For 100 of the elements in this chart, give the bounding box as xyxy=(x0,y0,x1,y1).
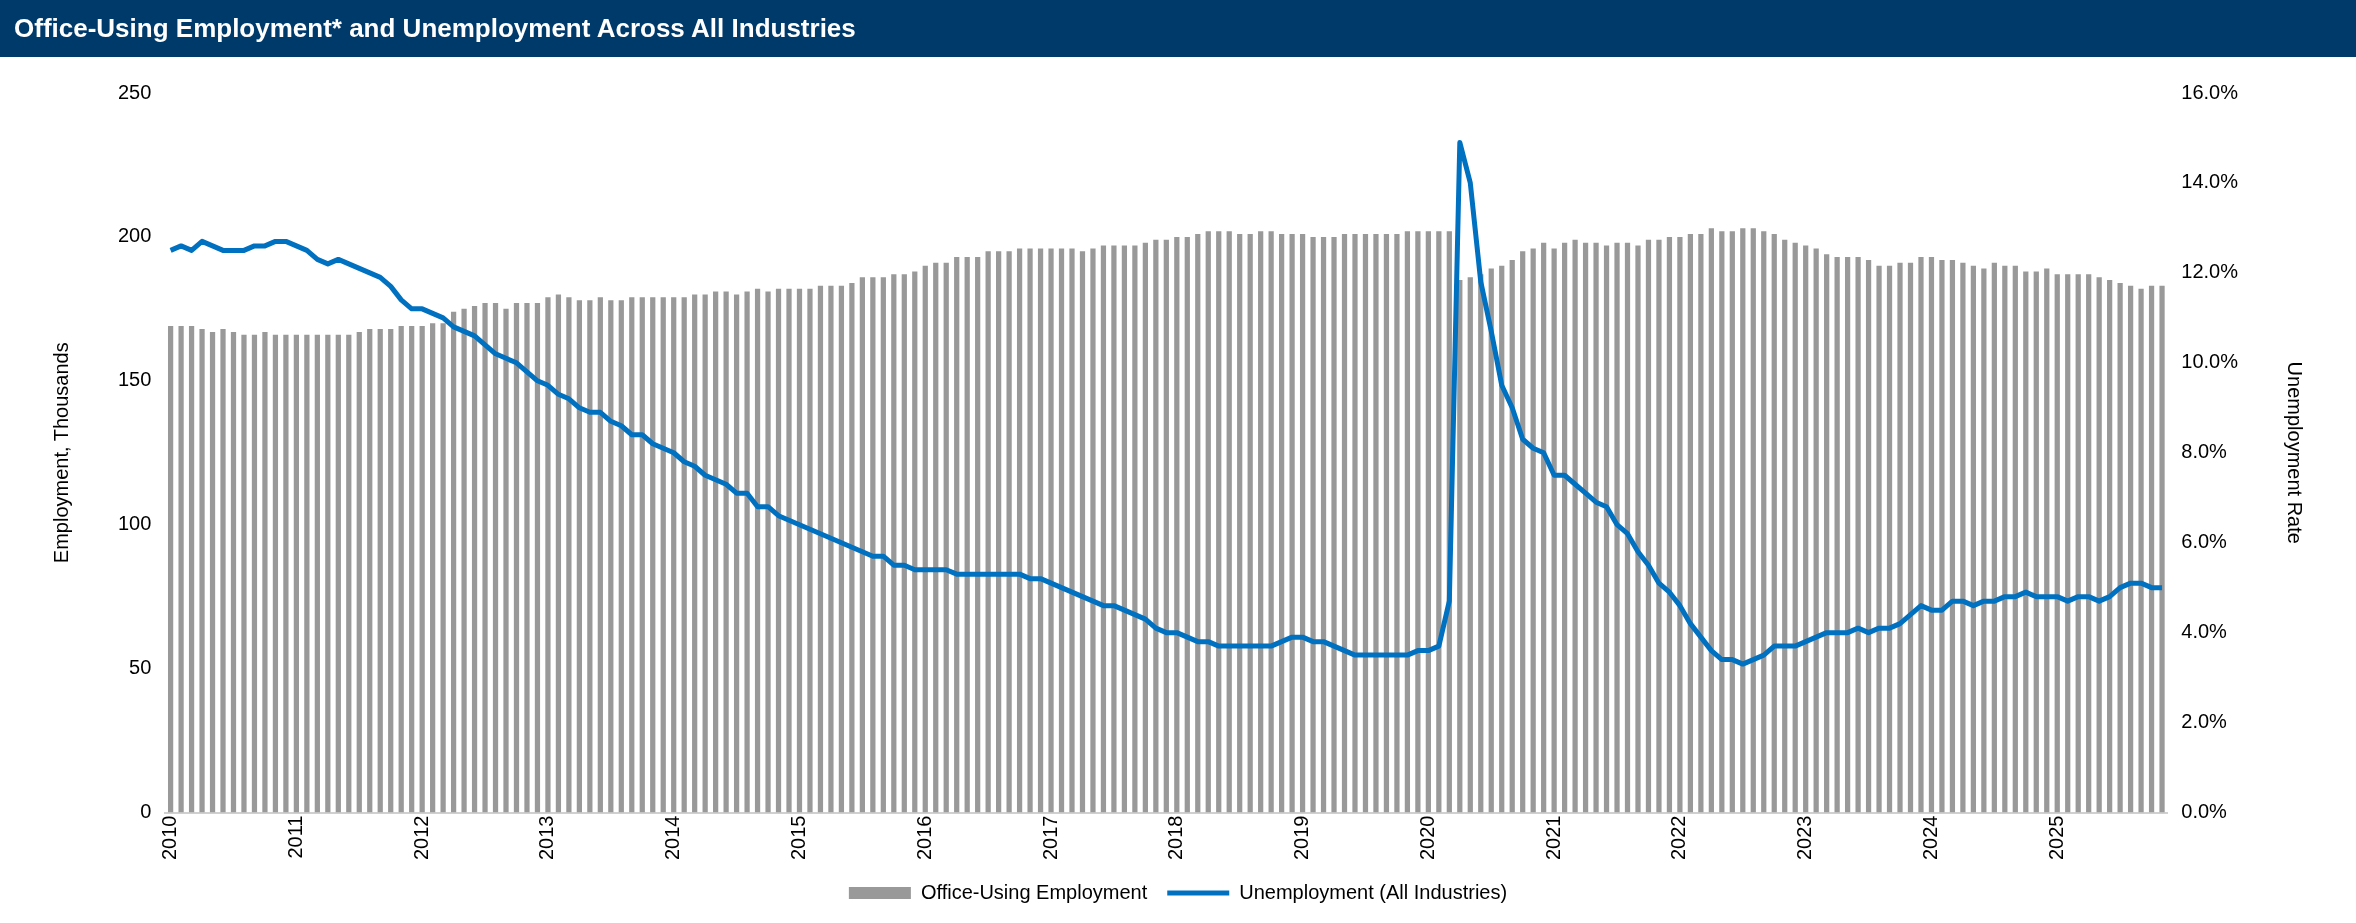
bar xyxy=(199,329,205,813)
bar xyxy=(880,277,886,813)
bar xyxy=(1184,236,1190,813)
bar xyxy=(1090,248,1096,813)
bar xyxy=(954,257,960,813)
bar xyxy=(503,308,509,813)
bar xyxy=(325,334,331,813)
bar xyxy=(2096,277,2102,813)
x-tick-label: 2019 xyxy=(1290,815,1313,861)
bar xyxy=(1645,239,1652,813)
bar xyxy=(1362,234,1369,813)
bar xyxy=(220,329,226,813)
bar xyxy=(293,334,300,813)
x-tick-label: 2022 xyxy=(1667,815,1690,861)
bar xyxy=(251,334,258,813)
bar xyxy=(241,334,247,813)
bar xyxy=(859,277,865,813)
bar xyxy=(587,300,593,813)
bar xyxy=(534,303,541,813)
bar xyxy=(492,303,499,813)
bar xyxy=(912,271,918,813)
bar xyxy=(1876,265,1882,813)
bar xyxy=(1016,248,1023,813)
bar xyxy=(1551,248,1557,813)
bar xyxy=(1121,245,1128,813)
bar xyxy=(2044,268,2050,813)
bar xyxy=(618,300,624,813)
bar xyxy=(1174,236,1180,813)
bar xyxy=(262,331,268,813)
y2-tick-label: 14.0% xyxy=(2181,170,2239,193)
bar xyxy=(335,334,341,813)
bar xyxy=(1729,231,1735,813)
bar xyxy=(629,297,635,813)
bar xyxy=(1782,239,1788,813)
bar xyxy=(1331,236,1337,813)
bar xyxy=(1205,231,1211,813)
bar xyxy=(1740,228,1746,813)
bar xyxy=(524,303,530,813)
bar xyxy=(733,294,740,813)
bar xyxy=(566,297,572,813)
bar xyxy=(1771,234,1777,813)
bar xyxy=(1907,262,1914,813)
bar xyxy=(1404,231,1411,813)
bar xyxy=(650,297,656,813)
bar xyxy=(314,334,320,813)
y2-tick-label: 6.0% xyxy=(2181,530,2228,553)
bar xyxy=(1509,259,1515,813)
bar xyxy=(1520,251,1526,813)
bar xyxy=(2033,271,2039,813)
bar xyxy=(723,291,729,813)
bar xyxy=(2138,288,2144,813)
x-tick-label: 2017 xyxy=(1038,815,1061,861)
bar xyxy=(1603,245,1610,813)
bar xyxy=(681,297,687,813)
bar xyxy=(1111,245,1117,813)
bar xyxy=(1991,262,1997,813)
bar xyxy=(188,326,195,813)
bar xyxy=(1886,265,1893,813)
bar xyxy=(482,303,488,813)
bar xyxy=(2075,274,2081,813)
bar xyxy=(608,300,614,813)
bar xyxy=(775,288,782,813)
y-tick-label: 0 xyxy=(140,800,152,823)
y-axis-title: Employment, Thousands xyxy=(49,342,72,564)
bar xyxy=(660,297,666,813)
bar xyxy=(304,334,310,813)
bar xyxy=(1562,242,1568,813)
bar xyxy=(1687,234,1694,813)
bar xyxy=(639,297,645,813)
bar xyxy=(922,265,928,813)
bar xyxy=(2127,285,2134,813)
bar xyxy=(744,291,750,813)
bar xyxy=(409,326,415,813)
bar xyxy=(1153,239,1159,813)
y2-tick-label: 4.0% xyxy=(2181,620,2228,643)
bar xyxy=(1834,257,1840,813)
bar xyxy=(1247,234,1253,813)
x-tick-label: 2013 xyxy=(535,815,558,861)
bar xyxy=(209,331,216,813)
bar xyxy=(513,303,520,813)
bar xyxy=(597,297,603,813)
y2-axis-title: Unemployment Rate xyxy=(2284,361,2307,544)
bar xyxy=(1572,239,1578,813)
x-tick-label: 2010 xyxy=(158,815,181,861)
bar xyxy=(1058,248,1065,813)
bar xyxy=(1289,234,1295,813)
bar xyxy=(471,305,478,813)
bar xyxy=(713,291,719,813)
bar xyxy=(1373,234,1379,813)
bar xyxy=(1792,242,1798,813)
bar xyxy=(1614,242,1620,813)
bar xyxy=(1079,251,1086,813)
bar xyxy=(817,285,824,813)
bar xyxy=(1897,262,1903,813)
bar xyxy=(1299,234,1306,813)
bar xyxy=(1960,262,1966,813)
x-tick-label: 2012 xyxy=(409,815,432,861)
bar xyxy=(167,326,174,813)
bar xyxy=(1425,231,1431,813)
bar xyxy=(1624,242,1631,813)
